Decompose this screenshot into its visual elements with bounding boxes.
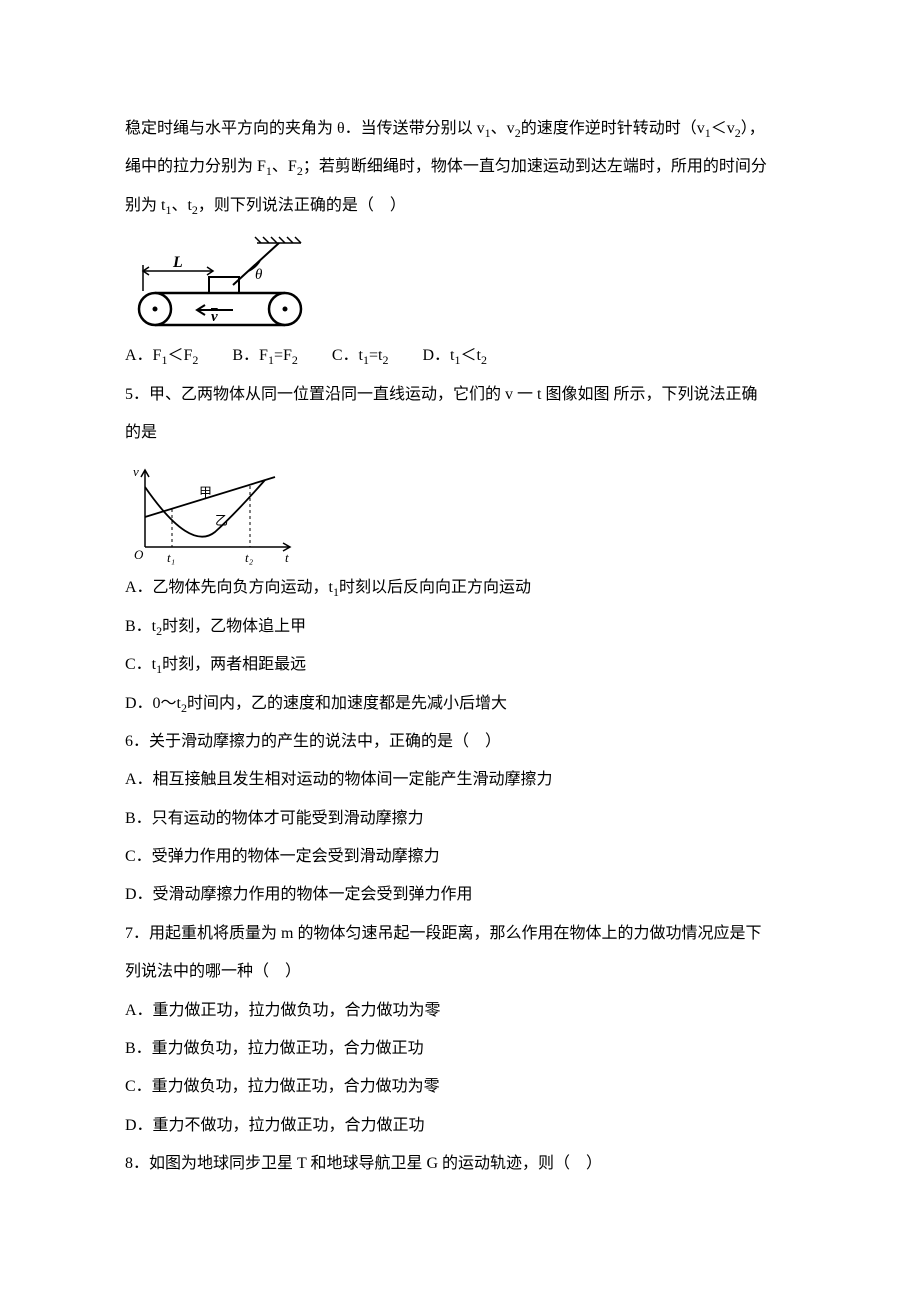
v-label: v [211, 309, 218, 325]
q7-opt-b: B．重力做负功，拉力做正功，合力做正功 [125, 1030, 795, 1068]
text: 、t [171, 197, 191, 214]
opt-c: C．t1=t2 [332, 347, 389, 364]
text: 绳中的拉力分别为 F [125, 158, 266, 175]
conveyor-svg: θ L v [125, 235, 310, 335]
v-axis-label: v [133, 464, 139, 479]
text: 的速度作逆时针转动时（v [521, 120, 705, 137]
q6-stem: 6．关于滑动摩擦力的产生的说法中，正确的是（ ） [125, 723, 795, 761]
t-axis-label: t [285, 550, 289, 565]
t1-label: t₁ [167, 550, 175, 565]
text: ＜F [167, 347, 192, 364]
opt-b: B．F1=F2 [232, 347, 298, 364]
q7-stem1: 7．用起重机将质量为 m 的物体匀速吊起一段距离，那么作用在物体上的力做功情况应… [125, 915, 795, 953]
text: ＜t [460, 347, 480, 364]
text: 稳定时绳与水平方向的夹角为 θ．当传送带分别以 v [125, 120, 485, 137]
l-label: L [172, 254, 183, 271]
sub: 2 [292, 353, 298, 367]
sub: 2 [382, 353, 388, 367]
q5-stem1: 5．甲、乙两物体从同一位置沿同一直线运动，它们的 v 一 t 图像如图 所示，下… [125, 376, 795, 414]
text: B．F [232, 347, 268, 364]
q8-stem: 8．如图为地球同步卫星 T 和地球导航卫星 G 的运动轨迹，则（ ） [125, 1145, 795, 1183]
text: ，则下列说法正确的是（ ） [198, 197, 406, 214]
text: D．t [422, 347, 454, 364]
yi-label: 乙 [215, 513, 228, 528]
text: 时间内，乙的速度和加速度都是先减小后增大 [187, 695, 507, 712]
q5-opt-b: B．t2时刻，乙物体追上甲 [125, 608, 795, 646]
text: 别为 t [125, 197, 165, 214]
sub: 2 [481, 353, 487, 367]
q7-stem2: 列说法中的哪一种（ ） [125, 953, 795, 991]
q6-opt-a: A．相互接触且发生相对运动的物体间一定能产生滑动摩擦力 [125, 761, 795, 799]
q7-opt-d: D．重力不做功，拉力做正功，合力做正功 [125, 1107, 795, 1145]
intro-line1: 稳定时绳与水平方向的夹角为 θ．当传送带分别以 v1、v2的速度作逆时针转动时（… [125, 110, 795, 148]
page-content: 稳定时绳与水平方向的夹角为 θ．当传送带分别以 v1、v2的速度作逆时针转动时（… [0, 0, 920, 1264]
text: 时刻，乙物体追上甲 [162, 618, 306, 635]
text: 时刻，两者相距最远 [162, 656, 306, 673]
t2-label: t₂ [245, 550, 254, 565]
text: 、F [272, 158, 297, 175]
theta-label: θ [255, 267, 263, 283]
vt-graph-svg: v t O t₁ t₂ 甲 乙 [125, 462, 300, 567]
intro-line2: 绳中的拉力分别为 F1、F2；若剪断细绳时，物体一直匀加速运动到达左端时，所用的… [125, 148, 795, 186]
text: ；若剪断细绳时，物体一直匀加速运动到达左端时，所用的时间分 [303, 158, 767, 175]
text: 时刻以后反向向正方向运动 [339, 579, 531, 596]
q6-opt-d: D．受滑动摩擦力作用的物体一定会受到弹力作用 [125, 876, 795, 914]
jia-label: 甲 [199, 485, 212, 500]
opt-d: D．t1＜t2 [422, 347, 486, 364]
q5-opt-c: C．t1时刻，两者相距最远 [125, 646, 795, 684]
text: B．t [125, 618, 156, 635]
text: D．0～t [125, 695, 181, 712]
text: ＜v [711, 120, 735, 137]
text: C．t [125, 656, 156, 673]
text: =t [369, 347, 382, 364]
q6-opt-c: C．受弹力作用的物体一定会受到滑动摩擦力 [125, 838, 795, 876]
q7-opt-c: C．重力做负功，拉力做正功，合力做功为零 [125, 1068, 795, 1106]
q5-opt-d: D．0～t2时间内，乙的速度和加速度都是先减小后增大 [125, 685, 795, 723]
text: =F [274, 347, 292, 364]
text: A．乙物体先向负方向运动，t [125, 579, 333, 596]
opt-a: A．F1＜F2 [125, 347, 198, 364]
q7-opt-a: A．重力做正功，拉力做负功，合力做功为零 [125, 992, 795, 1030]
origin-label: O [134, 547, 144, 562]
figure-conveyor: θ L v [125, 235, 795, 335]
text: 、v [491, 120, 515, 137]
figure-vt-graph: v t O t₁ t₂ 甲 乙 [125, 462, 795, 567]
q5-opt-a: A．乙物体先向负方向运动，t1时刻以后反向向正方向运动 [125, 569, 795, 607]
text: A．F [125, 347, 161, 364]
text: C．t [332, 347, 363, 364]
q5-stem2: 的是 [125, 414, 795, 452]
intro-line3: 别为 t1、t2，则下列说法正确的是（ ） [125, 187, 795, 225]
text: ）， [741, 120, 765, 137]
sub: 2 [192, 353, 198, 367]
q6-opt-b: B．只有运动的物体才可能受到滑动摩擦力 [125, 800, 795, 838]
q4-options: A．F1＜F2 B．F1=F2 C．t1=t2 D．t1＜t2 [125, 337, 795, 375]
